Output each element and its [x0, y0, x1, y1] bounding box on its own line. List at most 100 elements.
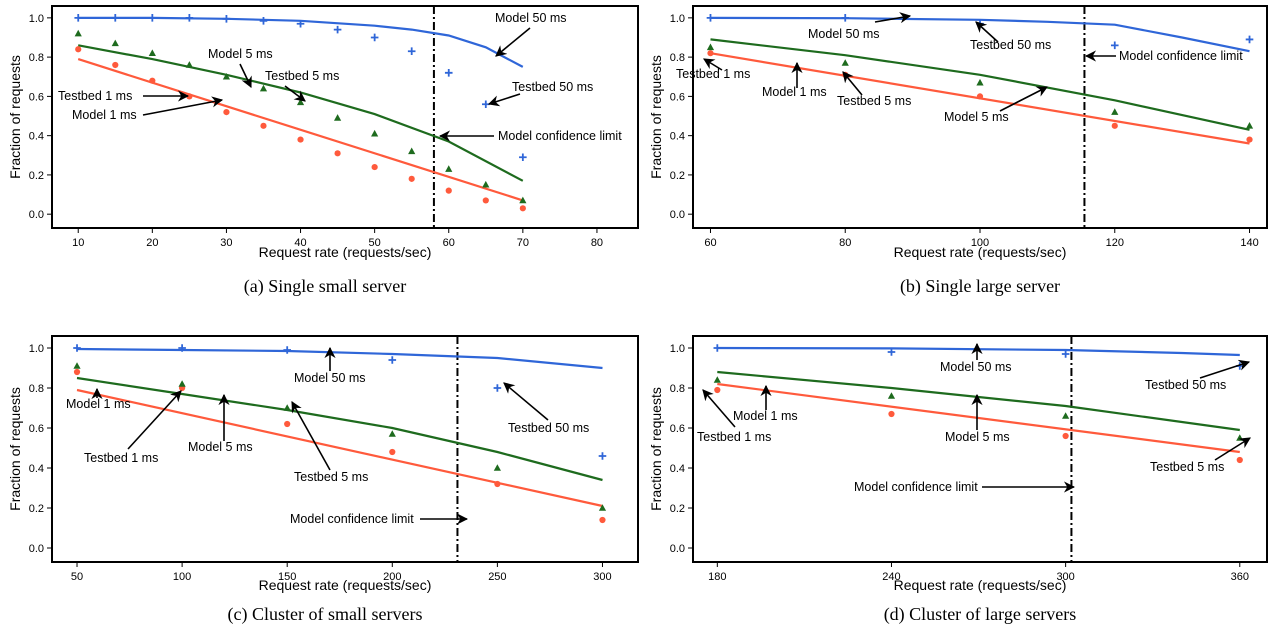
data-point-testbed-50ms	[713, 344, 722, 352]
x-axis-label: Request rate (requests/sec)	[894, 244, 1067, 260]
data-point-testbed-1ms	[519, 205, 526, 212]
data-point-testbed-1ms	[707, 50, 714, 57]
data-point-testbed-5ms	[388, 430, 396, 437]
data-point-testbed-5ms	[706, 43, 715, 51]
data-point-testbed-1ms	[334, 150, 341, 157]
y-tick-label: 0.8	[670, 52, 685, 64]
annotation-label: Model 1 ms	[733, 409, 798, 423]
x-tick-label: 60	[443, 237, 455, 249]
annotation-label: Model 1 ms	[72, 108, 137, 122]
panel-caption: (d) Cluster of large servers	[884, 604, 1077, 625]
x-tick-label: 30	[220, 237, 232, 249]
y-axis-label: Fraction of requests	[648, 387, 664, 511]
data-point-testbed-50ms	[493, 384, 502, 392]
annotation-arrow	[874, 12, 912, 24]
data-point-testbed-50ms	[296, 19, 305, 28]
data-point-testbed-5ms	[178, 380, 186, 387]
plot-frame	[51, 335, 639, 563]
data-point-testbed-50ms	[1245, 35, 1254, 44]
data-point-testbed-5ms	[333, 114, 342, 121]
annotation-label: Testbed 5 ms	[265, 69, 339, 83]
y-tick-label: 0.0	[29, 209, 44, 221]
data-point-testbed-1ms	[75, 46, 82, 53]
data-point-testbed-1ms	[149, 77, 156, 84]
x-tick-label: 120	[1106, 237, 1124, 249]
annotation-label: Testbed 1 ms	[84, 451, 158, 465]
data-point-testbed-5ms	[74, 29, 82, 37]
data-point-testbed-5ms	[493, 464, 501, 471]
y-tick-label: 1.0	[670, 13, 685, 25]
data-point-testbed-1ms	[112, 61, 119, 69]
data-point-testbed-1ms	[714, 386, 721, 394]
annotation-label: Model confidence limit	[498, 129, 622, 143]
annotation-label: Model 5 ms	[208, 47, 273, 61]
y-tick-label: 0.2	[670, 503, 685, 515]
annotation-label: Model 5 ms	[945, 430, 1010, 444]
annotation-label: Model confidence limit	[1119, 49, 1243, 63]
y-tick-label: 1.0	[29, 343, 44, 355]
data-point-testbed-1ms	[482, 197, 489, 204]
series-line-model-1-ms	[76, 388, 603, 508]
data-point-testbed-1ms	[599, 516, 606, 524]
data-point-testbed-50ms	[841, 14, 850, 22]
data-point-testbed-1ms	[73, 368, 81, 376]
data-point-testbed-5ms	[222, 72, 231, 80]
data-point-testbed-50ms	[388, 356, 397, 364]
data-point-testbed-5ms	[976, 78, 984, 86]
annotation-arrow	[239, 63, 252, 89]
series-line-model-50-ms	[78, 16, 524, 68]
data-point-testbed-1ms	[1062, 432, 1069, 440]
data-point-testbed-5ms	[408, 147, 416, 155]
data-point-testbed-50ms	[178, 344, 186, 352]
annotation-label: Testbed 50 ms	[970, 38, 1051, 52]
annotation-label: Model confidence limit	[854, 480, 978, 494]
data-point-testbed-5ms	[1062, 412, 1070, 419]
y-tick-label: 0.6	[29, 91, 44, 103]
x-axis-label: Request rate (requests/sec)	[894, 577, 1067, 593]
series-line-model-50-ms	[717, 346, 1240, 357]
data-point-testbed-50ms	[111, 14, 120, 22]
data-point-testbed-5ms	[296, 98, 305, 106]
data-point-testbed-5ms	[887, 392, 896, 399]
y-tick-label: 0.4	[670, 131, 685, 143]
panel-3: 0.0 0.2 0.4 0.6 0.8 1.0 50 100 150 200 250 300 Reque…	[7, 335, 639, 625]
data-point-testbed-5ms	[283, 404, 291, 411]
x-tick-label: 20	[146, 237, 158, 249]
y-axis-label: Fraction of requests	[7, 55, 23, 179]
data-point-testbed-1ms	[371, 163, 378, 171]
annotation-label: Model 50 ms	[495, 11, 567, 25]
plot-frame	[51, 5, 639, 229]
data-point-testbed-5ms	[148, 49, 156, 56]
annotation-label: Model 1 ms	[66, 397, 131, 411]
x-tick-label: 80	[839, 237, 851, 249]
annotation-arrow	[291, 401, 331, 471]
y-tick-label: 0.8	[670, 383, 685, 395]
x-tick-label: 150	[278, 571, 296, 583]
series-line-model-5-ms	[710, 38, 1250, 131]
panel-caption: (b) Single large server	[900, 276, 1060, 297]
annotation-arrow	[284, 85, 306, 102]
data-point-testbed-5ms	[1111, 108, 1119, 115]
data-point-testbed-1ms	[408, 175, 415, 182]
data-point-testbed-1ms	[284, 420, 291, 428]
data-point-testbed-1ms	[260, 122, 267, 129]
annotation-arrow	[503, 382, 549, 421]
annotation-label: Testbed 1 ms	[676, 67, 750, 81]
annotation-label: Model confidence limit	[290, 512, 414, 526]
annotation-label: Testbed 5 ms	[1150, 460, 1224, 474]
annotation-arrow	[703, 58, 723, 71]
y-tick-label: 0.0	[670, 543, 685, 555]
annotation-arrow	[999, 86, 1048, 112]
x-tick-label: 40	[294, 237, 306, 249]
y-tick-label: 1.0	[670, 343, 685, 355]
data-point-testbed-50ms	[887, 348, 896, 356]
x-tick-label: 180	[708, 571, 726, 583]
y-axis-label: Fraction of requests	[648, 55, 664, 179]
x-axis-label: Request rate (requests/sec)	[259, 577, 432, 593]
data-point-testbed-5ms	[445, 165, 453, 172]
data-point-testbed-50ms	[598, 452, 607, 460]
x-tick-label: 240	[882, 571, 900, 583]
y-tick-label: 0.2	[670, 170, 685, 182]
y-tick-label: 0.4	[29, 463, 44, 475]
